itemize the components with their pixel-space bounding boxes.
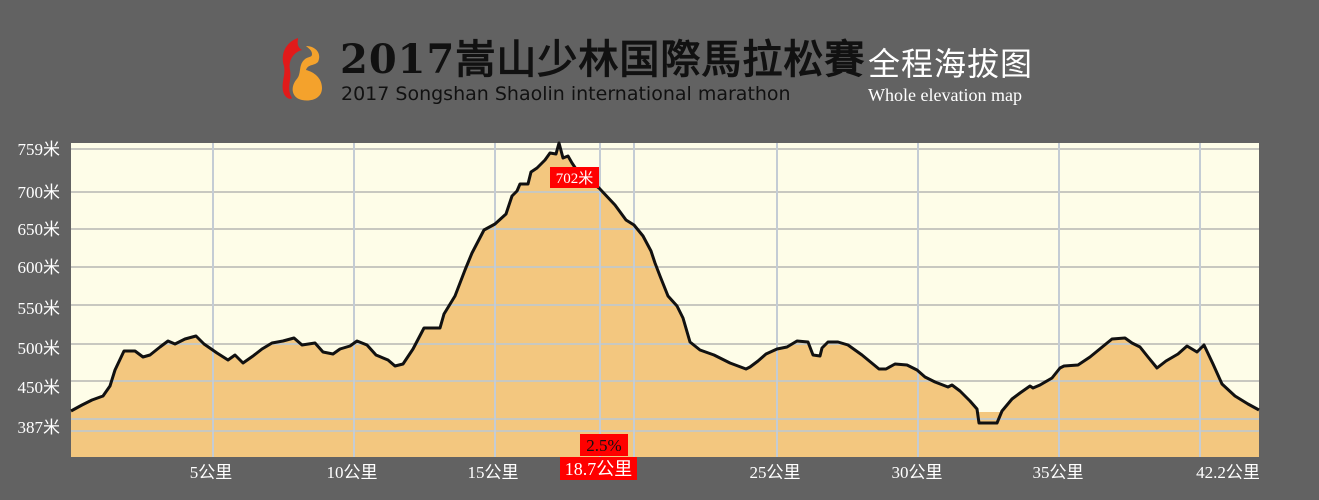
title-cn: 2017嵩山少林国際馬拉松賽	[340, 36, 866, 83]
elevation-line	[70, 141, 1260, 425]
x-axis-labels: 5公里 10公里 15公里 25公里 30公里 35公里 42.2公里	[190, 463, 1260, 482]
marathon-logo-icon	[282, 38, 322, 101]
peak-marker: 702米	[550, 167, 599, 188]
distance-marker: 18.7公里	[560, 457, 637, 480]
y-tick: 550米	[18, 299, 61, 318]
grade-marker: 2.5%	[580, 434, 628, 456]
vertical-grid	[212, 143, 1201, 457]
y-tick: 450米	[18, 378, 61, 397]
y-axis-labels: 759米 700米 650米 600米 550米 500米 450米 387米	[18, 140, 61, 437]
grade-label: 2.5%	[586, 436, 621, 455]
x-tick: 10公里	[327, 463, 378, 482]
x-tick: 25公里	[750, 463, 801, 482]
x-tick: 35公里	[1033, 463, 1084, 482]
x-tick: 15公里	[468, 463, 519, 482]
x-tick: 42.2公里	[1196, 463, 1260, 482]
y-tick: 500米	[18, 339, 61, 358]
distance-label: 18.7公里	[565, 459, 633, 479]
y-tick: 387米	[18, 418, 61, 437]
y-tick: 759米	[18, 140, 61, 159]
subtitle-en: Whole elevation map	[868, 85, 1022, 105]
y-tick: 650米	[18, 220, 61, 239]
x-tick: 30公里	[892, 463, 943, 482]
title-en: 2017 Songshan Shaolin international mara…	[341, 83, 791, 105]
horizontal-grid	[71, 148, 1259, 432]
peak-label: 702米	[556, 170, 594, 187]
subtitle-cn: 全程海拔图	[868, 45, 1034, 83]
low-point-band	[979, 412, 1004, 423]
y-tick: 600米	[18, 258, 61, 277]
header: 2017嵩山少林国際馬拉松賽 2017 Songshan Shaolin int…	[0, 0, 1319, 120]
y-tick: 700米	[18, 183, 61, 202]
elevation-area	[71, 143, 1259, 457]
x-tick: 5公里	[190, 463, 233, 482]
